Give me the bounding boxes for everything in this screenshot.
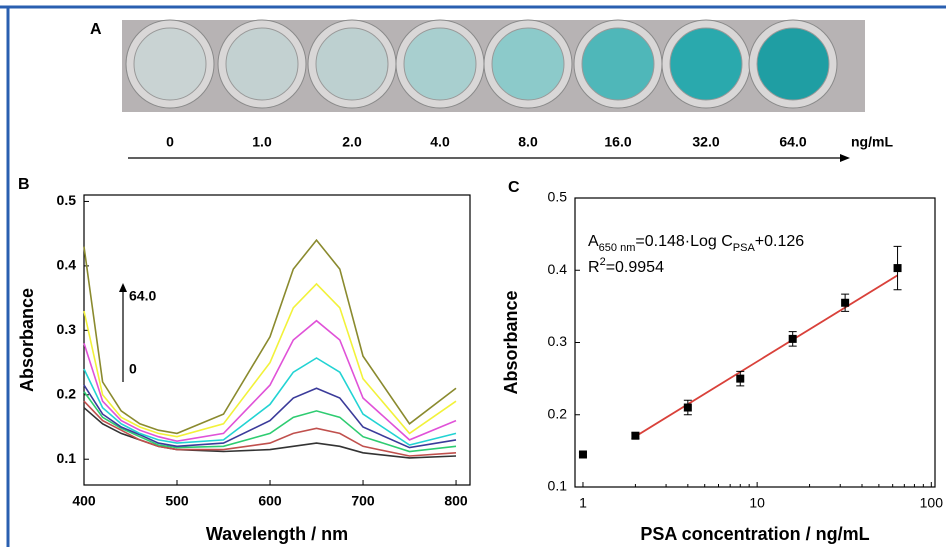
concentration-label: 0 <box>166 134 174 150</box>
data-point <box>631 431 640 440</box>
spectrum-line <box>83 391 457 453</box>
well <box>133 27 207 101</box>
x-tick-label: 800 <box>444 493 468 509</box>
r-squared-part: 2 <box>600 256 606 268</box>
r-squared: R2=0.9954 <box>588 256 664 276</box>
concentration-label: 2.0 <box>342 134 362 150</box>
well <box>756 27 830 101</box>
spectrum-line <box>83 319 457 443</box>
data-point <box>736 374 745 383</box>
panel-label: A <box>90 21 102 38</box>
equation-part: +0.126 <box>755 233 804 250</box>
data-point <box>841 298 850 307</box>
unit: ng/mL <box>851 134 893 150</box>
y-tick-label: 0.3 <box>548 333 568 349</box>
y-tick-label: 0.4 <box>57 257 77 273</box>
arrow-head <box>840 154 850 162</box>
annotation-arrow-head <box>119 283 127 292</box>
x-tick-label: 600 <box>258 493 282 509</box>
spectrum-line <box>83 400 457 457</box>
x-axis-label: Wavelength / nm <box>206 524 348 544</box>
well <box>491 27 565 101</box>
fit-line <box>634 274 899 438</box>
annotation: 0 <box>129 361 137 377</box>
concentration-label: 4.0 <box>430 134 450 150</box>
well <box>403 27 477 101</box>
spectrum-line <box>83 407 457 459</box>
x-tick-label: 500 <box>165 493 189 509</box>
panel-label: B <box>18 176 30 193</box>
x-tick-label: 400 <box>72 493 96 509</box>
wells <box>125 19 838 109</box>
spectrum-line <box>83 384 457 449</box>
x-tick-label: 1 <box>579 495 587 511</box>
y-tick-label: 0.1 <box>548 478 568 494</box>
spectrum-line <box>83 357 457 446</box>
annotation: 64.0 <box>129 288 156 304</box>
y-tick-label: 0.2 <box>57 385 77 401</box>
y-tick-label: 0.5 <box>57 192 77 208</box>
data-point <box>788 334 797 343</box>
equation-part: A <box>588 233 599 250</box>
y-tick-label: 0.2 <box>548 405 568 421</box>
well <box>669 27 743 101</box>
well <box>315 27 389 101</box>
equation-part: PSA <box>733 242 756 254</box>
y-tick-label: 0.1 <box>57 450 77 466</box>
r-squared-part: R <box>588 259 600 276</box>
r-squared-part: =0.9954 <box>606 259 664 276</box>
y-axis-label: Absorbance <box>501 290 521 394</box>
y-tick-label: 0.4 <box>548 261 568 277</box>
concentration-label: 16.0 <box>604 134 631 150</box>
y-tick-label: 0.5 <box>548 189 568 205</box>
plot-frame <box>83 194 471 486</box>
equation-part: 650 nm <box>599 242 636 254</box>
x-tick-label: 700 <box>351 493 375 509</box>
x-tick-label: 100 <box>920 495 944 511</box>
data-point <box>578 450 587 459</box>
spectrum-line <box>83 238 457 435</box>
well <box>225 27 299 101</box>
spectrum-line <box>83 282 457 438</box>
x-axis-label: PSA concentration / ng/mL <box>640 524 869 544</box>
y-axis-label: Absorbance <box>17 288 37 392</box>
concentration-label: 8.0 <box>518 134 538 150</box>
equation: A650 nm=0.148·Log CPSA+0.126 <box>588 233 804 254</box>
concentration-label: 64.0 <box>779 134 806 150</box>
concentration-label: 1.0 <box>252 134 272 150</box>
concentration-label: 32.0 <box>692 134 719 150</box>
well <box>581 27 655 101</box>
data-point <box>683 403 692 412</box>
x-tick-label: 10 <box>749 495 765 511</box>
equation-part: =0.148·Log C <box>635 233 732 250</box>
panel-label: C <box>508 179 520 196</box>
data-point <box>893 264 902 273</box>
y-tick-label: 0.3 <box>57 321 77 337</box>
